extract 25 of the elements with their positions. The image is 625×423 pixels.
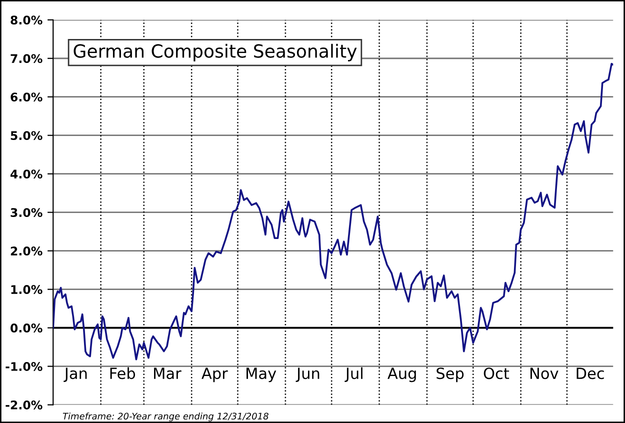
x-tick-label: Apr bbox=[202, 368, 228, 382]
x-tick-label: Jul bbox=[344, 367, 362, 382]
x-tick-label: Sep bbox=[436, 368, 464, 382]
x-tick-label: Jun bbox=[296, 368, 320, 382]
x-tick-label: Jan bbox=[64, 368, 87, 382]
x-tick-label: Dec bbox=[576, 368, 604, 380]
text: German Composite Seasonality bbox=[74, 44, 357, 62]
y-tick-label: 5.0% bbox=[10, 131, 42, 140]
y-tick-label: 3.0% bbox=[10, 208, 42, 217]
y-tick-label: 4.0% bbox=[10, 170, 42, 179]
y-tick-label: -2.0% bbox=[6, 400, 42, 410]
y-tick-label: -1.0% bbox=[6, 362, 42, 371]
x-tick-label: Mar bbox=[154, 368, 182, 380]
y-tick-label: 7.0% bbox=[10, 54, 42, 64]
x-tick-label: Feb bbox=[110, 367, 136, 380]
text: Timeframe: 20-Year range ending 12/31/2018 bbox=[62, 412, 268, 422]
y-tick-label: 2.0% bbox=[10, 246, 42, 256]
y-tick-label: 8.0% bbox=[10, 16, 42, 25]
x-tick-label: Oct bbox=[484, 368, 510, 380]
y-tick-label: 0.0% bbox=[10, 324, 42, 332]
x-tick-label: May bbox=[246, 368, 276, 382]
y-tick-label: 1.0% bbox=[11, 285, 42, 294]
x-tick-label: Aug bbox=[388, 368, 416, 382]
x-tick-label: Nov bbox=[530, 368, 558, 380]
y-tick-label: 6.0% bbox=[10, 92, 42, 102]
